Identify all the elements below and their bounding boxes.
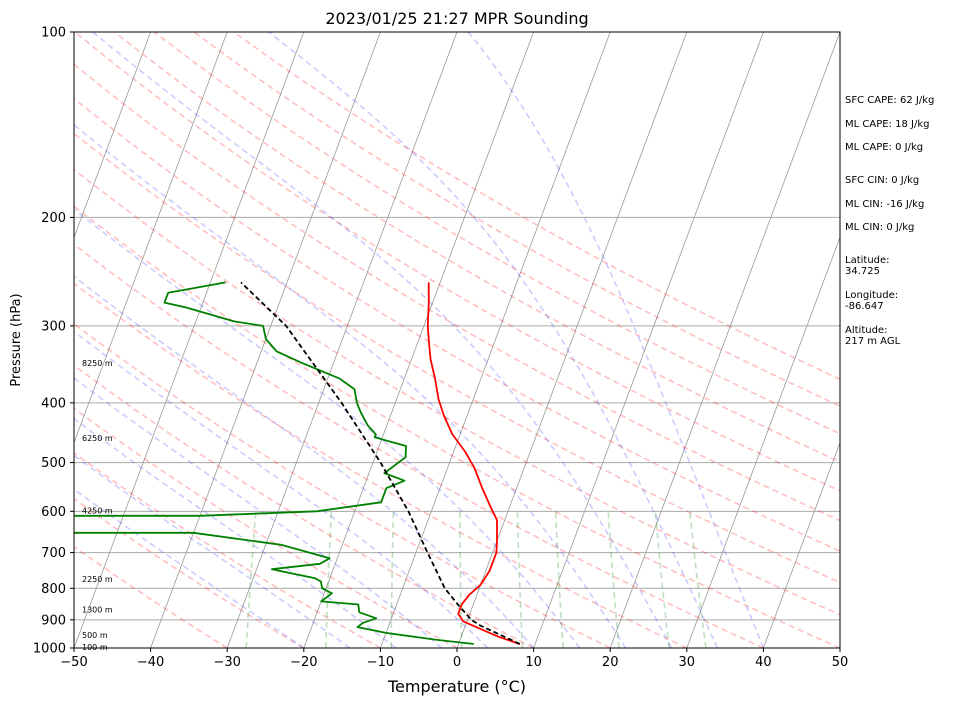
height-labels: 100 m 500 m 1300 m 2250 m 4250 m 6250 m 8250 m bbox=[82, 359, 113, 652]
mixing-ratio-line bbox=[654, 511, 670, 648]
plot-grid bbox=[74, 32, 840, 648]
longitude-text: Longitude: -86.647 bbox=[845, 290, 899, 312]
dry-adiabat-line bbox=[74, 282, 688, 648]
dry-adiabat-line bbox=[74, 407, 458, 648]
moist-adiabat-line bbox=[74, 208, 581, 648]
moist-adiabat-line bbox=[74, 275, 535, 648]
x-tick-label: 50 bbox=[832, 655, 849, 670]
dry-adiabat-line bbox=[74, 32, 840, 492]
isotherm-line bbox=[609, 32, 840, 648]
dry-adiabat-line bbox=[153, 32, 840, 435]
latitude-text: Latitude: 34.725 bbox=[845, 255, 890, 277]
y-tick-label: 800 bbox=[41, 582, 66, 597]
moist-adiabat-line bbox=[74, 330, 489, 648]
x-tick-label: −10 bbox=[367, 655, 394, 670]
x-axis-label: Temperature (°C) bbox=[387, 677, 526, 696]
height-label: 2250 m bbox=[82, 575, 113, 584]
isotherm-line bbox=[74, 32, 151, 239]
moist-adiabat-line bbox=[268, 32, 719, 648]
axis-ticks: −50 −40 −30 −20 −10 0 10 20 30 40 50 100 200 300 400 50… bbox=[33, 26, 848, 671]
dry-adiabat-line bbox=[74, 132, 840, 584]
y-tick-label: 300 bbox=[41, 319, 66, 334]
isotherm-line bbox=[74, 32, 305, 648]
mixing-ratio-line bbox=[516, 511, 524, 648]
mixing-ratio-line bbox=[689, 511, 707, 648]
altitude-text: Altitude: 217 m AGL bbox=[845, 325, 901, 347]
y-tick-label: 1000 bbox=[33, 642, 66, 657]
height-label: 4250 m bbox=[82, 506, 113, 515]
ml-cin-text: ML CIN: -16 J/kg bbox=[845, 199, 925, 210]
y-tick-label: 700 bbox=[41, 546, 66, 561]
height-label: 1300 m bbox=[82, 605, 113, 614]
dry-adiabat-line bbox=[74, 63, 840, 522]
isotherm-line bbox=[380, 32, 611, 648]
dry-adiabat-line bbox=[74, 205, 840, 648]
dry-adiabat-line bbox=[74, 451, 381, 648]
sfc-cin-text: SFC CIN: 0 J/kg bbox=[845, 175, 920, 186]
y-axis-label: Pressure (hPa) bbox=[9, 293, 24, 386]
ml-cape-text: ML CAPE: 0 J/kg bbox=[845, 142, 924, 153]
mixing-ratio-line bbox=[390, 511, 395, 648]
dry-adiabat-line bbox=[74, 243, 764, 648]
isotherm-line bbox=[303, 32, 534, 648]
moist-adiabat-line bbox=[74, 123, 627, 648]
x-tick-label: −20 bbox=[290, 655, 317, 670]
isotherm-line bbox=[686, 236, 840, 648]
x-tick-label: −30 bbox=[213, 655, 240, 670]
y-tick-label: 200 bbox=[41, 211, 66, 226]
x-tick-label: 0 bbox=[453, 655, 461, 670]
y-tick-label: 500 bbox=[41, 456, 66, 471]
isotherm-line bbox=[763, 441, 840, 648]
dry-adiabat-line bbox=[74, 322, 611, 648]
dry-adiabat-line bbox=[74, 497, 305, 648]
y-tick-label: 100 bbox=[41, 26, 66, 41]
ml-cin-text: ML CIN: 0 J/kg bbox=[845, 222, 915, 233]
dry-adiabat-line bbox=[74, 545, 228, 648]
dry-adiabat-line bbox=[74, 97, 840, 552]
chart-title: 2023/01/25 21:27 MPR Sounding bbox=[325, 9, 588, 28]
height-label: 100 m bbox=[82, 643, 108, 652]
sfc-cape-text: SFC CAPE: 62 J/kg bbox=[845, 95, 935, 106]
isotherm-line bbox=[226, 32, 458, 648]
moist-adiabat-line bbox=[92, 32, 673, 648]
x-tick-label: 40 bbox=[755, 655, 772, 670]
dewpoint-trace bbox=[74, 281, 474, 645]
isotherm-line bbox=[150, 32, 381, 648]
parcel-trace bbox=[240, 281, 521, 645]
dry-adiabat-line bbox=[233, 32, 840, 381]
x-tick-label: 30 bbox=[679, 655, 696, 670]
height-label: 6250 m bbox=[82, 434, 113, 443]
y-tick-label: 400 bbox=[41, 396, 66, 411]
mixing-ratio-line bbox=[607, 511, 620, 648]
isotherm-line bbox=[533, 32, 764, 648]
moist-adiabat-line bbox=[74, 417, 397, 648]
ml-cape-text: ML CAPE: 18 J/kg bbox=[845, 119, 930, 130]
height-label: 8250 m bbox=[82, 359, 113, 368]
y-tick-label: 900 bbox=[41, 613, 66, 628]
x-tick-label: −40 bbox=[137, 655, 164, 670]
dry-adiabat-line bbox=[74, 364, 534, 648]
moist-adiabat-line bbox=[74, 377, 443, 648]
isotherm-line bbox=[74, 32, 228, 444]
mixing-ratio-line bbox=[325, 511, 333, 648]
height-label: 500 m bbox=[82, 631, 108, 640]
dry-adiabat-line bbox=[74, 168, 840, 616]
isotherm-line bbox=[456, 32, 688, 648]
y-tick-label: 600 bbox=[41, 505, 66, 520]
x-tick-label: 20 bbox=[602, 655, 619, 670]
x-tick-label: −50 bbox=[60, 655, 87, 670]
moist-adiabat-line bbox=[467, 32, 765, 648]
temperature-trace bbox=[426, 282, 521, 645]
moist-adiabat-line bbox=[74, 454, 351, 648]
plot-series bbox=[74, 281, 521, 645]
dry-adiabat-line bbox=[114, 32, 840, 463]
x-tick-label: 10 bbox=[525, 655, 542, 670]
